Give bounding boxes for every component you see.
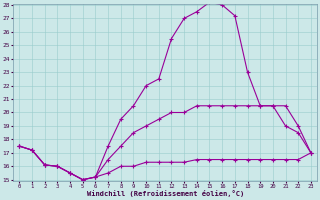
X-axis label: Windchill (Refroidissement éolien,°C): Windchill (Refroidissement éolien,°C)	[86, 190, 244, 197]
